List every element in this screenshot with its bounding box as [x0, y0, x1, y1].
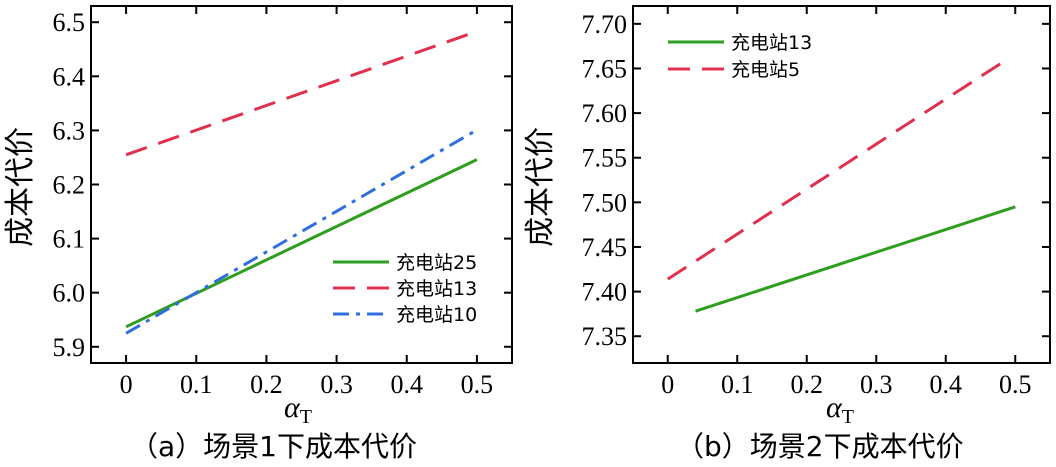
y-tick-label-a-3: 6.2 [53, 171, 86, 200]
panel-b: 0 0.1 0.2 0.3 0.4 0.5 7.35 7.40 7.45 7.50 7.55 7.60… [523, 5, 1051, 463]
y-axis-label-b: 成本代价 [523, 127, 558, 247]
y-tick-label-b-5: 7.60 [582, 99, 628, 128]
series-line-a-1 [125, 29, 478, 157]
legend-a: 充电站25 充电站13 充电站10 [333, 252, 477, 326]
legend-b: 充电站13 充电站5 [668, 32, 812, 81]
y-tick-label-b-6: 7.65 [582, 54, 628, 83]
x-tick-label-a-5: 0.5 [461, 370, 494, 399]
plot-frame-b [632, 5, 1051, 364]
x-tick-label-b-2: 0.2 [791, 370, 824, 399]
x-axis-label-b: αT [826, 391, 854, 428]
y-tick-label-b-0: 7.35 [582, 322, 628, 351]
y-tick-label-b-7: 7.70 [582, 10, 628, 39]
y-tick-label-a-5: 6.4 [53, 62, 86, 91]
caption-b: （b）场景2下成本代价 [676, 430, 964, 463]
x-tick-label-b-1: 0.1 [721, 370, 754, 399]
y-tick-label-b-1: 7.40 [582, 278, 628, 307]
y-tick-label-a-6: 6.5 [53, 8, 86, 37]
x-tick-label-a-4: 0.4 [391, 370, 424, 399]
y-tick-label-b-4: 7.55 [582, 144, 628, 173]
series-line-a-0 [125, 158, 478, 329]
series-line-b-0 [695, 205, 1016, 313]
x-tick-label-a-1: 0.1 [180, 370, 213, 399]
legend-label-a-2: 充电站10 [396, 304, 477, 326]
legend-label-b-0: 充电站13 [731, 32, 812, 54]
tick-marks-a: 0 0.1 0.2 0.3 0.4 0.5 5.9 6.0 6.1 6.2 6.3 6.4 6.5 [53, 6, 512, 399]
y-tick-label-a-4: 6.3 [53, 116, 86, 145]
series-group-a [125, 29, 478, 335]
y-tick-label-b-3: 7.50 [582, 188, 628, 217]
y-tick-label-a-0: 5.9 [53, 333, 86, 362]
series-line-b-1 [666, 61, 1003, 281]
x-tick-label-b-4: 0.4 [930, 370, 963, 399]
legend-label-a-1: 充电站13 [396, 278, 477, 300]
x-tick-label-b-0: 0 [661, 370, 674, 399]
series-line-a-2 [125, 128, 478, 335]
x-tick-label-a-3: 0.3 [320, 370, 353, 399]
x-tick-label-a-0: 0 [120, 370, 133, 399]
tick-marks-b: 0 0.1 0.2 0.3 0.4 0.5 7.35 7.40 7.45 7.50 7.55 7.60… [582, 6, 1050, 399]
series-group-b [666, 61, 1016, 313]
x-tick-label-b-5: 0.5 [999, 370, 1032, 399]
caption-a: （a）场景1下成本代价 [130, 430, 417, 463]
legend-label-b-1: 充电站5 [731, 59, 800, 81]
x-tick-label-a-2: 0.2 [250, 370, 283, 399]
y-tick-label-a-2: 6.1 [53, 225, 86, 254]
y-tick-label-b-2: 7.45 [582, 233, 628, 262]
legend-label-a-0: 充电站25 [396, 252, 477, 274]
x-axis-label-a: αT [284, 391, 312, 428]
x-tick-label-b-3: 0.3 [860, 370, 893, 399]
y-tick-label-a-1: 6.0 [53, 279, 86, 308]
panel-a: 0 0.1 0.2 0.3 0.4 0.5 5.9 6.0 6.1 6.2 6.3 6.4 6.5 充电… [3, 5, 513, 463]
y-axis-label-a: 成本代价 [3, 127, 38, 247]
